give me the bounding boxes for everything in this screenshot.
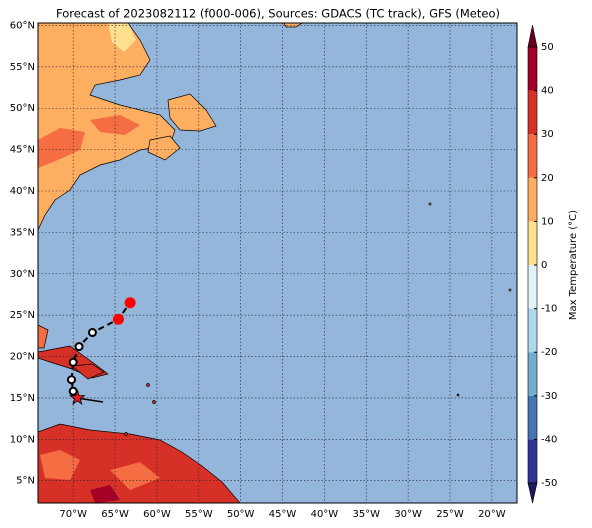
motion-arrow xyxy=(76,397,104,403)
x-tick-label: 40°W xyxy=(311,509,339,520)
y-tick-label: 40°N xyxy=(10,186,35,197)
land xyxy=(38,23,512,503)
colorbar-label: Max Temperature (°C) xyxy=(568,210,579,320)
track-point xyxy=(66,375,76,385)
colorbar-extend xyxy=(527,482,538,504)
colorbar-segment xyxy=(528,134,537,178)
track-point xyxy=(87,328,97,338)
colorbar-segment xyxy=(528,308,537,353)
x-tick-label: 65°W xyxy=(101,509,129,520)
track-point xyxy=(68,386,78,396)
colorbar-segment xyxy=(528,439,537,483)
y-tick-label: 20°N xyxy=(10,352,35,363)
track-point xyxy=(124,297,136,309)
y-tick-label: 30°N xyxy=(10,269,35,280)
colorbar-segment xyxy=(528,265,537,309)
colorbar-tick-label: 0 xyxy=(541,260,547,271)
colorbar-tick-label: 40 xyxy=(541,86,554,97)
x-tick-label: 70°W xyxy=(59,509,87,520)
x-tick-label: 35°W xyxy=(352,509,380,520)
colorbar-segment xyxy=(528,47,537,91)
x-tick-label: 55°W xyxy=(185,509,213,520)
x-tick-label: 20°W xyxy=(478,509,506,520)
y-tick-label: 45°N xyxy=(10,145,35,156)
colorbar-tick-label: 10 xyxy=(541,216,554,227)
y-tick-label: 35°N xyxy=(10,227,35,238)
colorbar-tick-label: -20 xyxy=(541,347,557,358)
track-line xyxy=(70,302,131,399)
colorbar-tick-label: -10 xyxy=(541,304,557,315)
track-point xyxy=(112,313,124,325)
y-tick-label: 55°N xyxy=(10,62,35,73)
colorbar-segment xyxy=(528,352,537,396)
y-tick-label: 25°N xyxy=(10,310,35,321)
map-title: Forecast of 2023082112 (f000-006), Sourc… xyxy=(56,7,500,21)
colorbar-tick-label: 20 xyxy=(541,173,554,184)
x-tick-label: 50°W xyxy=(227,509,255,520)
track-point xyxy=(74,342,84,352)
colorbar-segment xyxy=(528,221,537,265)
x-tick-label: 25°W xyxy=(436,509,464,520)
map-area xyxy=(38,23,517,503)
track-point xyxy=(68,357,78,367)
colorbar-segment xyxy=(528,395,537,440)
ocean xyxy=(38,23,517,503)
colorbar-tick-label: -30 xyxy=(541,391,557,402)
colorbar-tick-label: -40 xyxy=(541,434,557,445)
map-frame xyxy=(37,22,518,504)
x-tick-label: 60°W xyxy=(143,509,171,520)
colorbar-segment xyxy=(528,90,537,135)
y-tick-label: 5°N xyxy=(16,476,35,487)
y-tick-label: 10°N xyxy=(10,434,35,445)
y-tick-label: 60°N xyxy=(10,20,35,31)
colorbar-tick-label: 50 xyxy=(541,42,554,53)
colorbar-tick-label: -50 xyxy=(541,478,557,489)
colorbar-segment xyxy=(528,177,537,222)
colorbar-extend xyxy=(527,24,538,48)
y-tick-label: 50°N xyxy=(10,103,35,114)
x-tick-label: 45°W xyxy=(269,509,297,520)
y-tick-label: 15°N xyxy=(10,393,35,404)
x-tick-label: 30°W xyxy=(394,509,422,520)
colorbar-tick-label: 30 xyxy=(541,129,554,140)
